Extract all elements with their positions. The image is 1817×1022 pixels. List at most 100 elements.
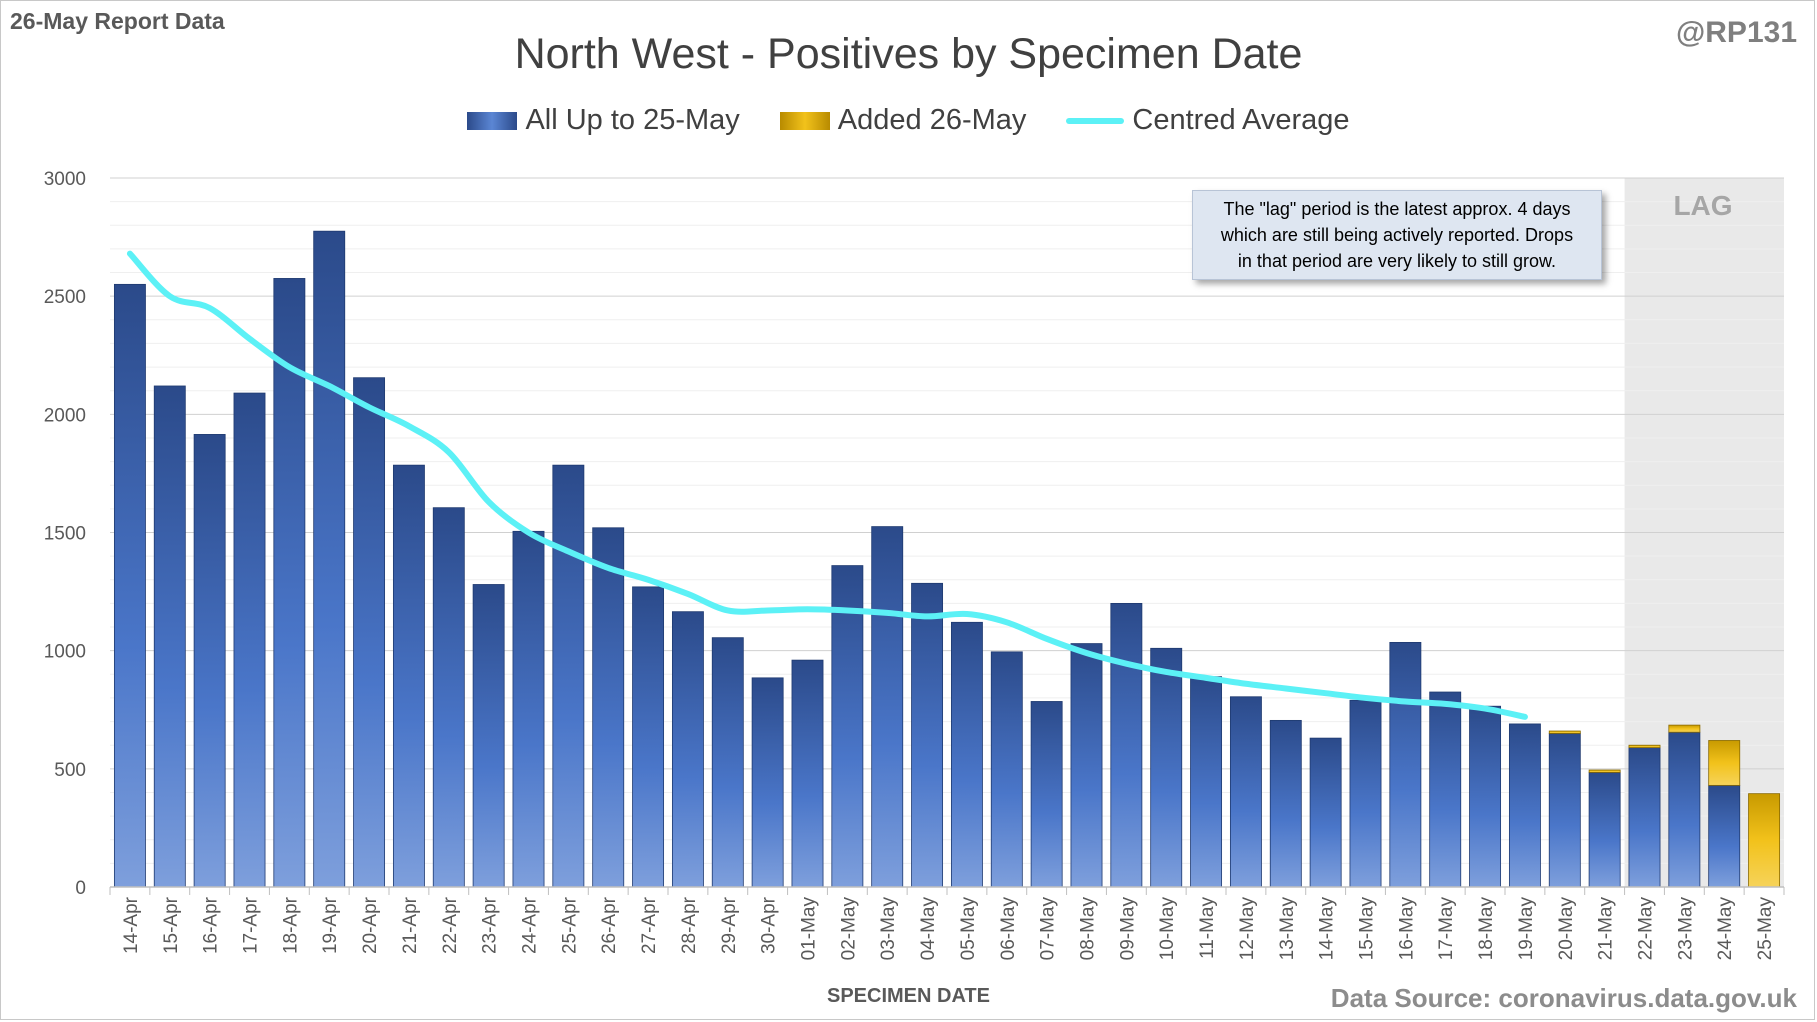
legend-item-average: Centred Average [1066, 104, 1350, 137]
bar-base [791, 659, 824, 888]
bar-added [1708, 740, 1741, 786]
bar-base [113, 283, 146, 888]
bar-base [432, 507, 465, 888]
bar-base [273, 278, 306, 888]
bar-base [153, 385, 186, 888]
bar-base [392, 464, 425, 888]
legend-label-base: All Up to 25-May [525, 104, 740, 136]
bar-base [1110, 603, 1143, 888]
legend-item-base: All Up to 25-May [467, 104, 740, 137]
bar-base [1548, 732, 1581, 888]
x-tick-label: 30-Apr [759, 896, 780, 954]
x-tick-label: 13-May [1277, 897, 1298, 961]
bar-added [1668, 724, 1701, 733]
bar-base [552, 464, 585, 888]
bar-added [1748, 793, 1781, 888]
x-tick-label: 03-May [878, 897, 899, 961]
bar-base [911, 582, 944, 888]
bar-base [233, 392, 266, 888]
y-tick-label: 1000 [44, 642, 86, 663]
lag-note-box: The "lag" period is the latest approx. 4… [1192, 190, 1602, 280]
bar-base [1668, 731, 1701, 888]
x-tick-label: 05-May [958, 897, 979, 961]
bar-base [671, 611, 704, 888]
x-tick-label: 11-May [1197, 897, 1218, 959]
bar-base [1349, 699, 1382, 888]
lag-label: LAG [1673, 190, 1733, 221]
bar-base [1150, 647, 1183, 888]
bar-base [512, 530, 545, 888]
y-tick-label: 2000 [44, 405, 86, 426]
x-tick-label: 19-Apr [320, 896, 341, 954]
bar-added [1628, 744, 1661, 748]
bar-base [711, 637, 744, 888]
bar-added [1548, 730, 1581, 734]
bar-base [1708, 784, 1741, 888]
legend-item-added: Added 26-May [779, 104, 1027, 137]
bar-base [592, 527, 625, 888]
x-tick-label: 17-Apr [241, 896, 262, 954]
note-line: in that period are very likely to still … [1237, 251, 1557, 271]
bar-base [1508, 723, 1541, 888]
data-source-label: Data Source: coronavirus.data.gov.uk [1330, 983, 1797, 1013]
x-tick-label: 20-May [1556, 897, 1577, 961]
x-tick-label: 02-May [838, 897, 859, 961]
bar-base [751, 677, 784, 888]
bar-base [871, 526, 904, 888]
x-axis-title: SPECIMEN DATE [827, 985, 990, 1007]
x-tick-label: 18-Apr [280, 896, 301, 954]
bar-base [831, 565, 864, 888]
x-tick-label: 28-Apr [679, 896, 700, 954]
bar-base [1190, 676, 1223, 888]
x-tick-label: 27-Apr [639, 896, 660, 954]
x-tick-label: 06-May [998, 897, 1019, 961]
legend-swatch-base [467, 111, 518, 130]
legend-swatch-average [1066, 117, 1125, 124]
bar-base [193, 434, 226, 888]
y-tick-label: 1500 [44, 524, 86, 545]
x-tick-label: 19-May [1516, 897, 1537, 961]
x-tick-label: 22-Apr [440, 896, 461, 954]
x-tick-label: 14-May [1317, 897, 1338, 961]
x-tick-label: 26-Apr [599, 896, 620, 954]
bar-base [1469, 705, 1502, 888]
x-tick-label: 04-May [918, 897, 939, 961]
x-tick-label: 12-May [1237, 897, 1258, 961]
x-tick-label: 14-Apr [121, 896, 142, 954]
legend-label-added: Added 26-May [837, 104, 1027, 136]
legend-swatch-added [779, 111, 830, 130]
bar-base [1269, 719, 1302, 888]
x-tick-label: 22-May [1636, 897, 1657, 961]
chart-title: North West - Positives by Specimen Date [514, 30, 1303, 78]
y-tick-label: 500 [54, 760, 86, 781]
average-line [126, 250, 1528, 720]
x-tick-label: 09-May [1117, 897, 1138, 961]
bar-base [1229, 696, 1262, 888]
bar-base [950, 621, 983, 888]
x-tick-label: 18-May [1476, 897, 1497, 961]
x-tick-label: 29-Apr [719, 896, 740, 954]
bar-base [1628, 747, 1661, 888]
x-tick-label: 17-May [1436, 897, 1457, 961]
legend-label-average: Centred Average [1132, 104, 1350, 136]
bar-base [1588, 771, 1621, 888]
x-tick-label: 23-Apr [480, 896, 501, 954]
x-tick-label: 21-May [1596, 897, 1617, 961]
bar-base [313, 230, 346, 888]
bar-base [1389, 641, 1422, 888]
bar-base [472, 584, 505, 888]
bar-base [990, 651, 1023, 888]
bar-base [1429, 691, 1462, 888]
x-tick-label: 15-Apr [161, 896, 182, 954]
bar-base [1030, 701, 1063, 888]
note-line: which are still being actively reported.… [1220, 225, 1574, 245]
bar-base [1070, 643, 1103, 888]
x-tick-label: 25-Apr [559, 896, 580, 954]
x-tick-label: 24-Apr [520, 896, 541, 954]
bar-added [1588, 769, 1621, 773]
x-tick-label: 24-May [1715, 897, 1736, 961]
x-tick-label: 16-Apr [201, 896, 222, 954]
x-tick-label: 08-May [1078, 897, 1099, 961]
